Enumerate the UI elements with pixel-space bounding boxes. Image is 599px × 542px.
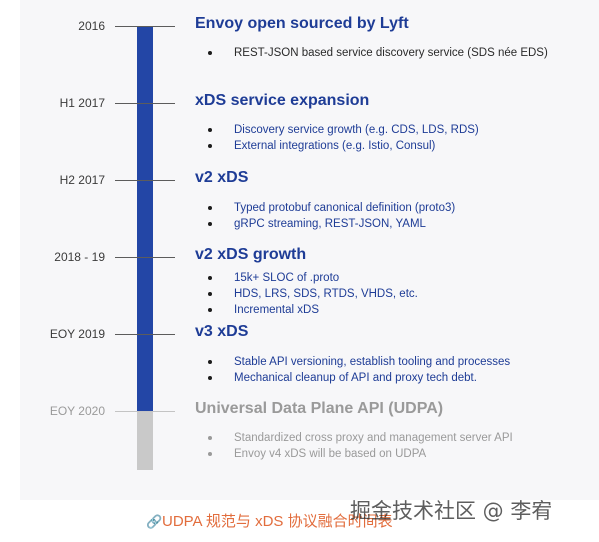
list-item: Standardized cross proxy and management … [207, 430, 513, 446]
list-item: Discovery service growth (e.g. CDS, LDS,… [207, 122, 479, 138]
list-item: Mechanical cleanup of API and proxy tech… [207, 370, 510, 386]
milestone-bullets: Discovery service growth (e.g. CDS, LDS,… [207, 122, 479, 154]
list-item: Envoy v4 xDS will be based on UDPA [207, 446, 513, 462]
milestone-title: v2 xDS growth [195, 246, 307, 263]
timeline-tick [115, 257, 175, 258]
milestone-date: 2018 - 19 [54, 250, 105, 264]
timeline-bar-active [137, 26, 153, 412]
list-item: External integrations (e.g. Istio, Consu… [207, 138, 479, 154]
timeline-tick [115, 411, 175, 412]
milestone-bullets: Typed protobuf canonical definition (pro… [207, 200, 455, 232]
milestone-date: H1 2017 [59, 96, 105, 110]
milestone-bullets: REST-JSON based service discovery servic… [207, 45, 548, 61]
watermark: 掘金技术社区 @ 李宥 [350, 499, 553, 523]
milestone-bullets: 15k+ SLOC of .proto HDS, LRS, SDS, RTDS,… [207, 270, 418, 318]
list-item: Incremental xDS [207, 302, 418, 318]
figure-caption[interactable]: 🔗UDPA 规范与 xDS 协议融合时间表 [146, 512, 393, 532]
list-item: REST-JSON based service discovery servic… [207, 45, 548, 61]
list-item: Stable API versioning, establish tooling… [207, 354, 510, 370]
milestone-title: Universal Data Plane API (UDPA) [195, 400, 444, 417]
timeline-tick [115, 334, 175, 335]
milestone-title: v3 xDS [195, 323, 249, 340]
milestone-title: v2 xDS [195, 169, 249, 186]
milestone-date: 2016 [78, 19, 105, 33]
milestone-title: Envoy open sourced by Lyft [195, 15, 409, 32]
list-item: 15k+ SLOC of .proto [207, 270, 418, 286]
caption-text: UDPA 规范与 xDS 协议融合时间表 [162, 513, 393, 530]
milestone-date: H2 2017 [59, 173, 105, 187]
milestone-bullets: Standardized cross proxy and management … [207, 430, 513, 462]
timeline-tick [115, 26, 175, 27]
milestone-date: EOY 2020 [49, 404, 105, 418]
timeline-tick [115, 103, 175, 104]
list-item: HDS, LRS, SDS, RTDS, VHDS, etc. [207, 286, 418, 302]
list-item: Typed protobuf canonical definition (pro… [207, 200, 455, 216]
milestone-date: EOY 2019 [49, 327, 105, 341]
link-icon: 🔗 [146, 514, 163, 529]
milestone-bullets: Stable API versioning, establish tooling… [207, 354, 510, 386]
timeline-tick [115, 180, 175, 181]
milestone-title: xDS service expansion [195, 92, 370, 109]
timeline-panel [20, 0, 599, 500]
list-item: gRPC streaming, REST-JSON, YAML [207, 216, 455, 232]
timeline-bar-future [137, 412, 153, 470]
